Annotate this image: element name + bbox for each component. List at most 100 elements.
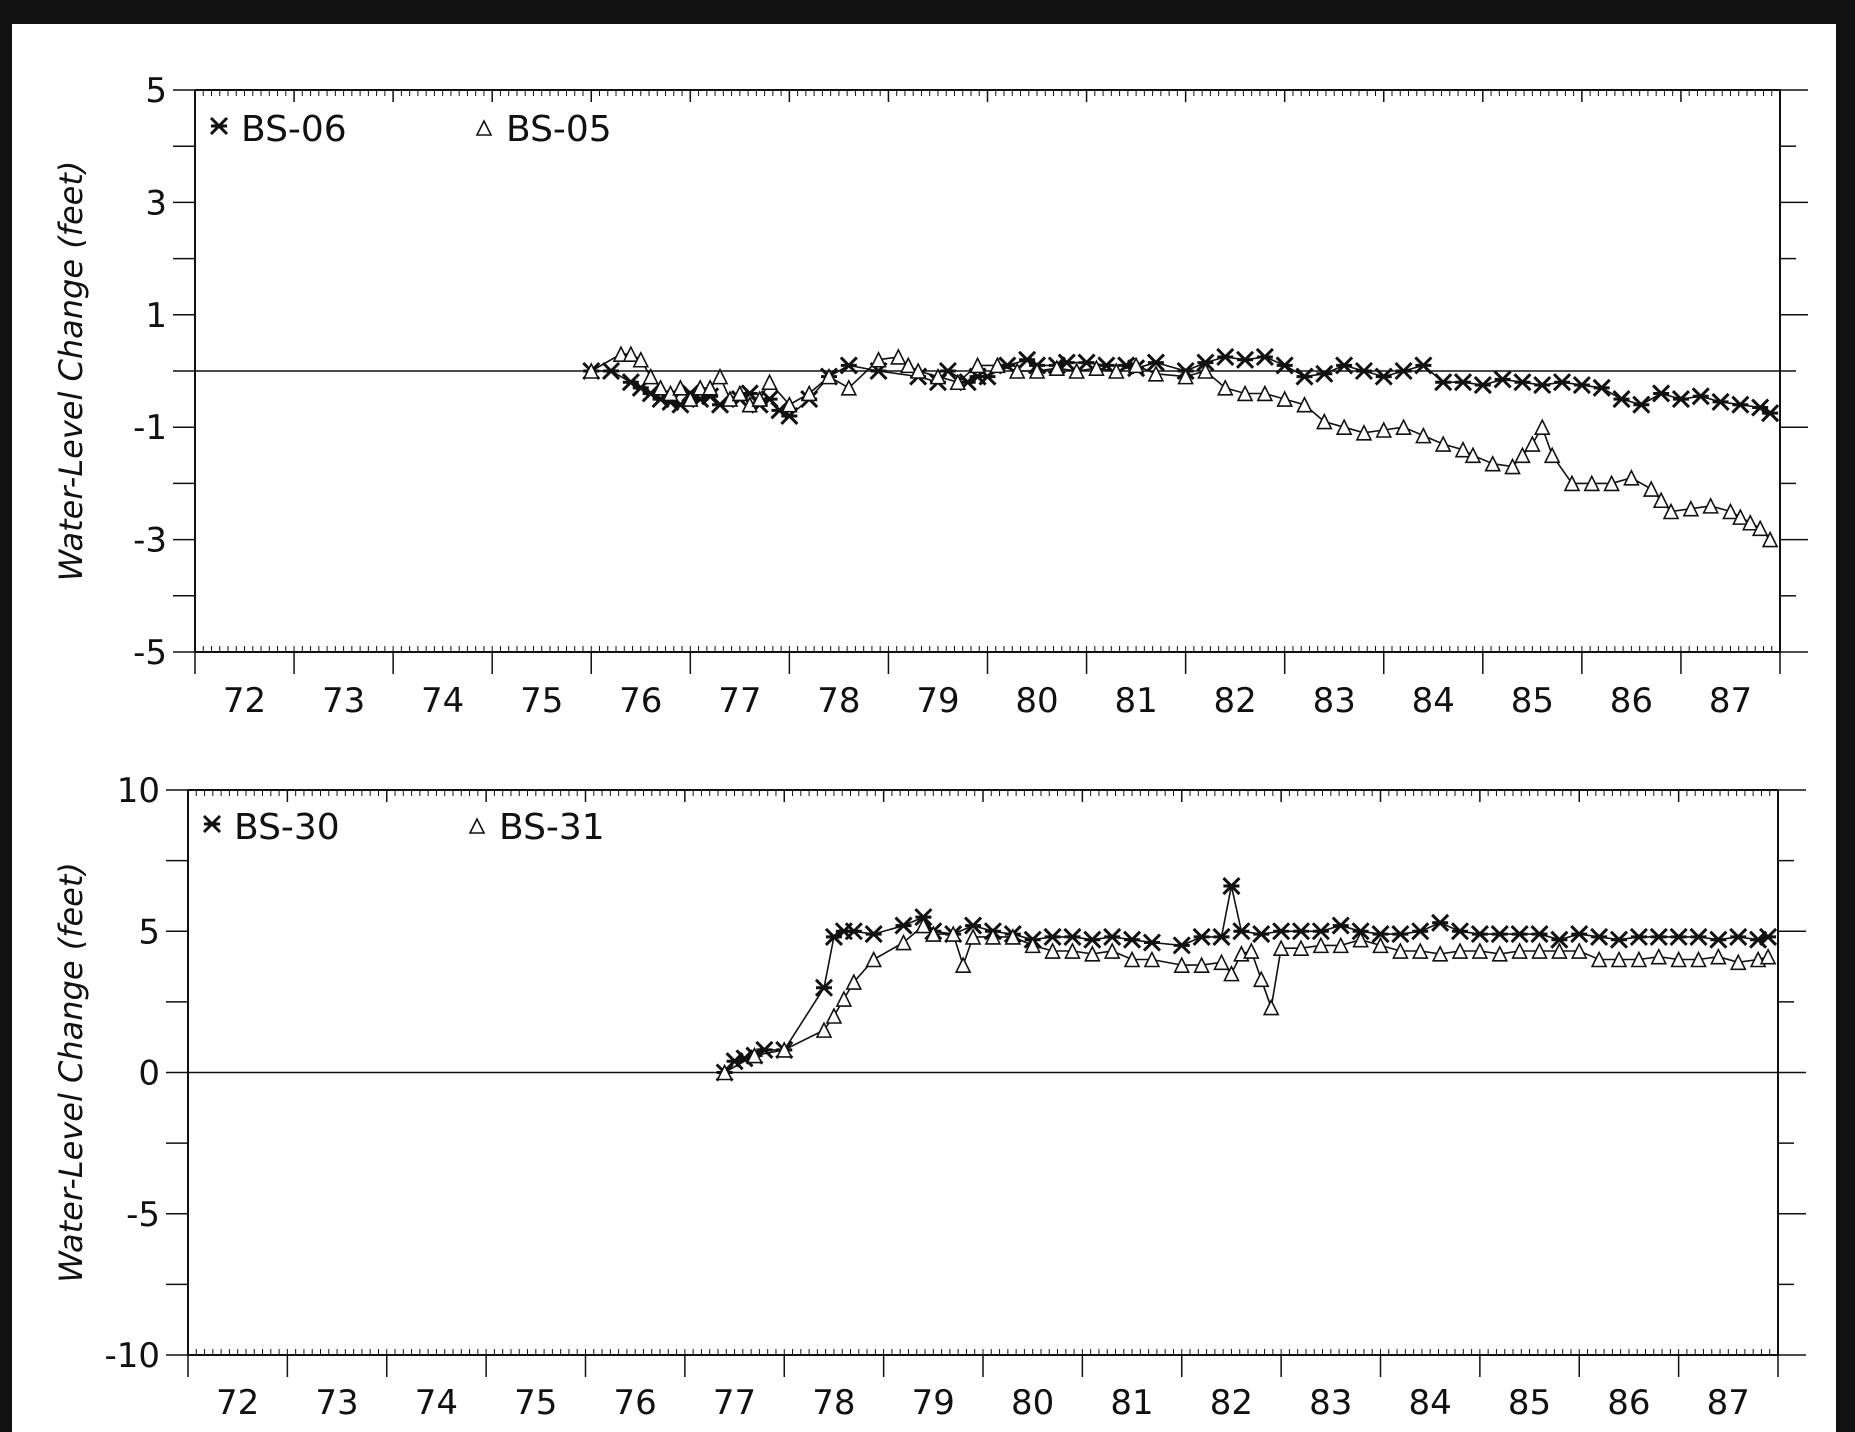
x-tick-label: 77 [718,681,761,721]
y-tick-label: -5 [126,1195,160,1235]
data-point [751,390,768,407]
data-point [1729,953,1747,971]
data-point [1670,950,1687,968]
frame-left [0,0,12,1432]
series-bs-31 [716,916,1777,1081]
data-point [1504,457,1521,475]
data-point [1454,440,1472,458]
y-tick-label: 5 [138,912,160,952]
data-point [1543,446,1561,464]
data-point [1004,928,1022,945]
data-point [1193,956,1210,973]
data-point [1312,936,1330,954]
data-point [1252,970,1270,988]
x-tick-label: 74 [421,681,464,721]
x-tick-label: 86 [1610,681,1653,721]
x-tick-label: 79 [912,1383,955,1423]
legend-label: BS-31 [499,807,605,848]
x-tick-label: 78 [817,681,860,721]
data-point [1123,950,1141,968]
x-tick-label: 77 [713,1383,756,1423]
data-point [1570,942,1588,959]
x-tick-label: 83 [1313,681,1356,721]
data-point [1551,942,1568,959]
data-point [1690,950,1707,968]
data-point [835,990,853,1007]
data-point [1107,362,1125,379]
data-point [632,350,650,368]
data-point [1533,418,1551,436]
data-point [622,345,640,362]
data-point [1464,446,1482,464]
data-point [1068,362,1085,379]
x-tick-label: 80 [1011,1383,1054,1423]
data-point [1127,356,1145,374]
data-point [1024,936,1041,954]
data-point [1471,942,1489,959]
data-point [1722,502,1739,520]
data-point [1732,508,1749,525]
data-point [1415,426,1432,444]
data-point [1177,367,1194,385]
data-point [1355,424,1373,441]
data-point [1375,421,1393,438]
data-point [1623,468,1640,486]
data-point [781,395,798,413]
data-point [1431,945,1449,962]
data-point [964,928,982,945]
data-point [820,367,838,385]
data-point [954,956,972,973]
legend-label: BS-30 [234,807,340,848]
x-tick-label: 85 [1508,1383,1551,1423]
x-tick-label: 72 [216,1383,259,1423]
data-point [1682,499,1700,517]
data-point [815,1021,833,1038]
data-point [865,950,882,968]
chart-panel-bottom: 72 73 74 75 76 77 78 79 80 81 82 83 84 85 86 87 10 5 0 -5 -1… [52,771,1806,1423]
series-line [724,885,1769,1074]
data-point [1028,362,1046,379]
data-point [1514,446,1531,464]
x-tick-label: 76 [614,1383,657,1423]
data-point [612,345,630,362]
data-point [1630,950,1648,968]
data-point [1710,947,1727,965]
data-point [1491,945,1509,962]
x-tick-label: 72 [223,681,266,721]
y-tick-label: 0 [138,1054,160,1094]
data-point [1741,513,1759,531]
x-tick-label: 81 [1110,1383,1153,1423]
data-point [989,356,1006,374]
data-point [1451,942,1469,959]
data-point [1147,365,1165,382]
data-point [475,119,493,136]
x-tick-label: 82 [1210,1383,1253,1423]
data-point [1603,474,1620,492]
data-point [1316,412,1333,430]
data-point [1262,998,1280,1016]
data-point [1392,942,1409,959]
data-point [1243,942,1260,959]
data-point [969,356,986,374]
x-tick-label: 74 [415,1383,458,1423]
data-point [1610,950,1628,968]
y-tick-label: 3 [145,183,167,223]
data-point [1213,953,1230,971]
x-tick-label: 78 [812,1383,855,1423]
data-point [1335,418,1353,436]
data-point [1173,956,1191,973]
data-point [642,367,659,385]
data-point [1008,362,1026,379]
x-tick-label: 86 [1607,1383,1650,1423]
x-tick-label: 75 [514,1383,557,1423]
data-point [1590,950,1608,968]
data-point [1411,942,1429,959]
x-tick-label: 84 [1409,1383,1452,1423]
x-tick-label: 81 [1114,681,1157,721]
y-axis-title: Water-Level Change (feet) [52,161,90,582]
chart-panel-top: 72 73 74 75 76 77 78 79 80 81 82 83 84 85 86 87 5 3 1 -1 -3 -… [52,71,1808,721]
y-tick-label: -5 [133,633,167,673]
data-point [909,362,927,379]
series-bs-05 [582,345,1779,548]
